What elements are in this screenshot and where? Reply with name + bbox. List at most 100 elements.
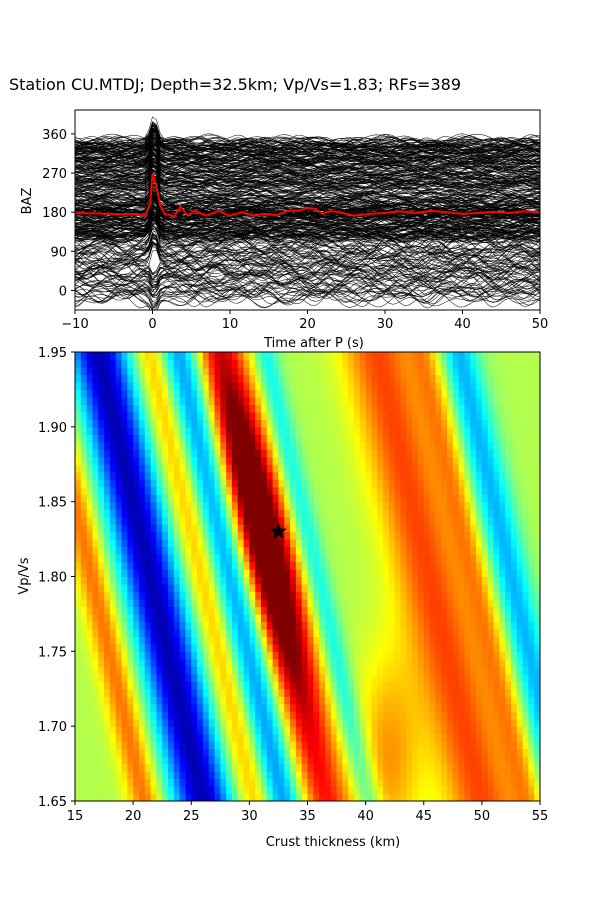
heatmap-cell <box>185 628 192 637</box>
heatmap-cell <box>307 636 314 645</box>
heatmap-cell <box>127 688 134 697</box>
heatmap-cell <box>220 464 227 473</box>
heatmap-cell <box>168 381 175 391</box>
heatmap-cell <box>377 381 384 391</box>
heatmap-cell <box>156 471 163 480</box>
heatmap-cell <box>162 381 169 391</box>
heatmap-cell <box>522 456 529 465</box>
heatmap-cell <box>249 419 256 428</box>
heatmap-cell <box>266 374 274 383</box>
heatmap-cell <box>528 703 535 712</box>
heatmap-cell <box>208 494 216 503</box>
heatmap-cell <box>127 606 134 615</box>
heatmap-cell <box>109 711 117 720</box>
heatmap-cell <box>162 718 169 727</box>
heatmap-cell <box>371 793 378 801</box>
heatmap-cell <box>231 636 239 645</box>
heatmap-cell <box>80 778 88 787</box>
heatmap-cell <box>133 381 140 391</box>
heatmap-cell <box>231 613 239 622</box>
heatmap-cell <box>98 576 105 585</box>
heatmap-cell <box>493 733 500 742</box>
heatmap-cell <box>197 688 204 697</box>
heatmap-cell <box>452 643 460 652</box>
heatmap-cell <box>104 733 111 742</box>
heatmap-cell <box>458 576 466 585</box>
heatmap-cell <box>150 771 157 780</box>
heatmap-cell <box>336 486 343 495</box>
heatmap-cell <box>115 666 123 675</box>
heatmap-cell <box>510 509 518 518</box>
heatmap-cell <box>458 778 466 787</box>
heatmap-cell <box>342 793 349 801</box>
heatmap-cell <box>313 741 320 750</box>
heatmap-cell <box>516 793 524 801</box>
heatmap-cell <box>185 681 192 690</box>
heatmap-cell <box>266 441 274 450</box>
heatmap-cell <box>255 509 262 518</box>
heatmap-cell <box>499 464 506 473</box>
heatmap-cell <box>104 464 111 473</box>
heatmap-cell <box>255 591 262 600</box>
heatmap-cell <box>75 516 82 525</box>
heatmap-cell <box>510 628 518 637</box>
heatmap-cell <box>284 471 291 480</box>
heatmap-cell <box>92 621 99 630</box>
heatmap-cell <box>371 778 378 787</box>
heatmap-cell <box>278 763 285 772</box>
heatmap-cell <box>261 786 268 795</box>
heatmap-cell <box>493 576 500 585</box>
heatmap-cell <box>394 434 402 443</box>
heatmap-cell <box>191 471 198 480</box>
heatmap-cell <box>400 696 407 705</box>
heatmap-cell <box>295 441 303 450</box>
heatmap-cell <box>197 636 204 645</box>
heatmap-cell <box>92 733 99 742</box>
heatmap-cell <box>295 786 303 795</box>
heatmap-cell <box>249 763 256 772</box>
heatmap-cell <box>109 748 117 757</box>
heatmap-cell <box>301 464 309 473</box>
heatmap-cell <box>435 621 442 630</box>
heatmap-cell <box>249 688 256 697</box>
heatmap-cell <box>394 628 402 637</box>
heatmap-cell <box>138 681 146 690</box>
heatmap-cell <box>377 711 384 720</box>
heatmap-cell <box>214 643 221 652</box>
heatmap-cell <box>261 471 268 480</box>
heatmap-cell <box>197 666 204 675</box>
heatmap-cell <box>173 546 181 555</box>
heatmap-cell <box>115 366 123 376</box>
heatmap-cell <box>208 464 216 473</box>
heatmap-cell <box>493 771 500 780</box>
heatmap-cell <box>481 643 489 652</box>
heatmap-cell <box>388 583 396 593</box>
heatmap-cell <box>458 628 466 637</box>
heatmap-cell <box>214 696 221 705</box>
heatmap-cell <box>115 411 123 420</box>
heatmap-cell <box>127 696 134 705</box>
heatmap-cell <box>144 419 152 428</box>
heatmap-cell <box>313 666 320 675</box>
heatmap-cell <box>412 658 419 667</box>
rf-y-axis-label: BAZ <box>20 188 35 215</box>
heatmap-cell <box>487 464 495 473</box>
heatmap-cell <box>394 404 402 413</box>
heatmap-cell <box>104 524 111 533</box>
heatmap-cell <box>104 561 111 570</box>
heatmap-cell <box>133 786 140 795</box>
heatmap-cell <box>150 441 157 450</box>
heatmap-cell <box>383 516 390 525</box>
heatmap-cell <box>487 531 495 540</box>
heatmap-cell <box>412 381 419 391</box>
heatmap-cell <box>365 636 373 645</box>
heatmap-cell <box>441 389 448 398</box>
heatmap-cell <box>191 539 198 548</box>
heatmap-cell <box>191 479 198 488</box>
heatmap-cell <box>133 531 140 540</box>
heatmap-cell <box>191 419 198 428</box>
heatmap-cell <box>86 688 94 697</box>
heatmap-cell <box>522 778 529 787</box>
heatmap-cell <box>266 711 274 720</box>
heatmap-cell <box>231 576 239 585</box>
